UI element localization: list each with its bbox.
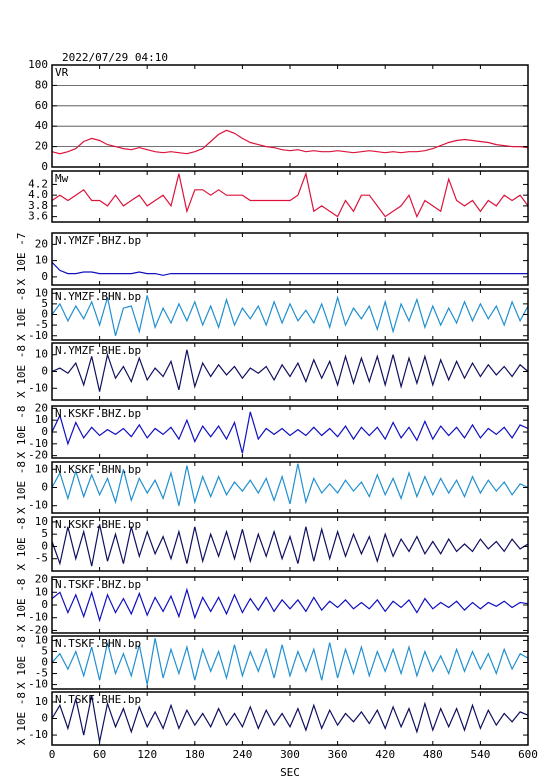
y-tick-label: 80 [35,78,48,91]
x-tick-label: 300 [280,748,300,761]
y-tick-label: -10 [28,728,48,741]
y-tick-label: -20 [28,623,48,636]
x-tick-label: 600 [518,748,538,761]
y-tick-label: 0 [41,160,48,173]
y-tick-label: 10 [35,515,48,528]
y-tick-label: -20 [28,449,48,462]
trace [51,587,529,623]
y-tick-label: 0 [41,481,48,494]
y-axis-label: X 10E -7 [15,233,28,286]
y-tick-label: -5 [35,667,48,680]
y-tick-label: 3.6 [28,210,48,223]
y-axis-label: X 10E -8 [15,636,28,689]
y-tick-label: 20 [35,401,48,414]
trace [51,695,529,742]
y-tick-label: 10 [35,585,48,598]
x-tick-label: 240 [232,748,252,761]
x-tick-label: 120 [137,748,157,761]
y-tick-label: 10 [35,348,48,361]
y-tick-label: 0 [41,270,48,283]
panel-name: N.TSKF.BHE.bp [55,693,141,706]
trace [51,171,529,219]
y-tick-label: -10 [28,381,48,394]
y-tick-label: 10 [35,286,48,299]
y-tick-label: 0 [41,425,48,438]
y-tick-label: 20 [35,237,48,250]
y-tick-label: 4.2 [28,177,48,190]
x-tick-label: 180 [185,748,205,761]
y-tick-label: 5 [41,644,48,657]
y-tick-label: 0 [41,712,48,725]
y-tick-label: -5 [35,552,48,565]
y-tick-label: 10 [35,462,48,475]
y-axis-label: X 10E -8 [15,406,28,459]
y-tick-label: 0 [41,365,48,378]
y-tick-label: 10 [35,695,48,708]
y-tick-label: 0 [41,598,48,611]
panel-name: N.TSKF.BHZ.bp [55,578,141,591]
y-tick-label: 40 [35,119,48,132]
trace [51,638,529,685]
trace [51,129,529,155]
y-axis-label: X 10E -8 [15,518,28,571]
trace [51,349,529,392]
y-tick-label: 0 [41,656,48,669]
x-tick-label: 540 [470,748,490,761]
y-tick-label: -10 [28,678,48,691]
trace [51,295,529,336]
panel-name: N.KSKF.BHE.bp [55,518,141,531]
y-tick-label: 3.8 [28,199,48,212]
x-tick-label: 360 [328,748,348,761]
x-axis-label: SEC [280,766,300,779]
y-tick-label: 5 [41,527,48,540]
y-tick-label: -10 [28,611,48,624]
y-tick-label: 5 [41,297,48,310]
y-axis-label: X 10E -8 [15,345,28,398]
y-tick-label: 10 [35,633,48,646]
panel-frame [51,64,529,168]
y-tick-label: -10 [28,499,48,512]
trace [51,463,529,506]
panel-name: Mw [55,172,69,185]
panel-frame [51,170,529,223]
y-tick-label: 60 [35,99,48,112]
y-tick-label: 0 [41,308,48,321]
y-tick-label: 100 [28,58,48,71]
y-axis-label: X 10E -8 [15,692,28,745]
y-tick-label: -10 [28,329,48,342]
y-tick-label: 0 [41,539,48,552]
y-tick-label: -5 [35,318,48,331]
y-axis-label: X 10E -8 [15,288,28,341]
y-tick-label: 4.0 [28,188,48,201]
panel-name: N.KSKF.BHZ.bp [55,407,141,420]
trace [51,524,529,567]
x-tick-label: 480 [423,748,443,761]
panel-name: N.YMZF.BHN.bp [55,290,141,303]
chart-title: 2022/07/29 04:10 [62,51,168,64]
panel-name: N.KSKF.BHN.bp [55,463,141,476]
panel-name: N.YMZF.BHZ.bp [55,234,141,247]
x-tick-label: 60 [93,748,106,761]
panel-name: VR [55,66,69,79]
y-tick-label: -10 [28,437,48,450]
y-tick-label: 10 [35,413,48,426]
panel-name: N.TSKF.BHN.bp [55,637,141,650]
panel-name: N.YMZF.BHE.bp [55,344,141,357]
trace [51,261,528,276]
y-tick-label: 10 [35,254,48,267]
y-tick-label: 20 [35,573,48,586]
y-axis-label: X 10E -8 [15,579,28,632]
trace [51,411,529,454]
x-tick-label: 0 [49,748,56,761]
x-tick-label: 420 [375,748,395,761]
y-axis-label: X 10E -8 [15,461,28,514]
y-tick-label: 20 [35,140,48,153]
